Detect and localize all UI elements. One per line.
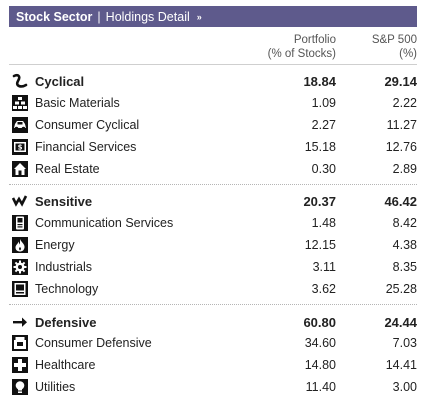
sector-row-technology: Technology 3.62 25.28 [12, 279, 417, 299]
sp500-header-line1: S&P 500 [371, 34, 417, 46]
consumer-defensive-icon [12, 335, 28, 351]
portfolio-column-header: Portfolio (% of Stocks) [246, 33, 336, 61]
tab-holdings-detail[interactable]: Holdings Detail [105, 9, 190, 24]
sector-label: Industrials [35, 260, 92, 274]
energy-icon [12, 237, 28, 253]
super-sector-label: Cyclical [35, 73, 85, 89]
utilities-icon [12, 379, 28, 395]
sp500-value: 4.38 [392, 238, 417, 252]
sp500-value: 14.41 [385, 358, 417, 372]
portfolio-header-line1: Portfolio [293, 34, 336, 46]
sp500-value: 2.22 [392, 96, 417, 110]
sector-label: Technology [35, 282, 99, 296]
sector-row-basic-materials: Basic Materials 1.09 2.22 [12, 93, 417, 113]
sector-row-healthcare: Healthcare 14.80 14.41 [12, 355, 417, 375]
portfolio-header-line2: (% of Stocks) [267, 48, 336, 60]
sp500-value: 46.42 [384, 193, 417, 209]
portfolio-value: 20.37 [303, 193, 336, 209]
sector-label: Consumer Cyclical [35, 118, 140, 132]
sector-label: Utilities [35, 380, 76, 394]
sector-row-real-estate: Real Estate 0.30 2.89 [12, 159, 417, 179]
sp500-header-line2: (%) [399, 48, 417, 60]
sector-label: Communication Services [35, 216, 174, 230]
sp500-value: 25.28 [385, 282, 417, 296]
portfolio-value: 3.11 [312, 260, 336, 274]
svg-text:$: $ [18, 144, 23, 152]
divider [9, 184, 417, 185]
portfolio-value: 60.80 [303, 314, 336, 330]
technology-icon [12, 281, 28, 297]
basic-materials-icon [12, 95, 28, 111]
consumer-cyclical-icon [12, 117, 28, 133]
portfolio-value: 15.18 [304, 140, 336, 154]
chevron-right-icon[interactable]: ›› [196, 11, 202, 22]
sector-row-financial-services: $ Financial Services 15.18 12.76 [12, 137, 417, 157]
sector-label: Consumer Defensive [35, 336, 152, 350]
sector-row-consumer-defensive: Consumer Defensive 34.60 7.03 [12, 333, 417, 353]
cyclical-icon [12, 73, 28, 89]
super-sector-sensitive: Sensitive 20.37 46.42 [12, 191, 417, 211]
portfolio-value: 1.09 [311, 96, 336, 110]
sp500-column-header: S&P 500 (%) [350, 33, 417, 61]
portfolio-value: 14.80 [304, 358, 336, 372]
sector-row-utilities: Utilities 11.40 3.00 [12, 377, 417, 397]
portfolio-value: 2.27 [311, 118, 336, 132]
sector-header-bar: Stock Sector | Holdings Detail ›› [9, 6, 417, 27]
sp500-value: 11.27 [386, 118, 417, 132]
super-sector-label: Defensive [35, 314, 97, 330]
divider [9, 304, 417, 305]
portfolio-value: 12.15 [304, 238, 336, 252]
sector-label: Energy [35, 238, 75, 252]
sector-row-energy: Energy 12.15 4.38 [12, 235, 417, 255]
super-sector-label: Sensitive [35, 193, 93, 209]
portfolio-value: 34.60 [304, 336, 336, 350]
communication-services-icon [12, 215, 28, 231]
sp500-value: 12.76 [385, 140, 417, 154]
sector-label: Basic Materials [35, 96, 120, 110]
portfolio-value: 11.40 [305, 380, 336, 394]
healthcare-icon [12, 357, 28, 373]
defensive-icon [12, 314, 28, 330]
sp500-value: 8.42 [392, 216, 417, 230]
divider [9, 64, 417, 65]
header-separator: | [97, 9, 101, 24]
industrials-icon [12, 259, 28, 275]
real-estate-icon [12, 161, 28, 177]
sector-row-consumer-cyclical: Consumer Cyclical 2.27 11.27 [12, 115, 417, 135]
portfolio-value: 18.84 [303, 73, 336, 89]
tab-stock-sector[interactable]: Stock Sector [16, 9, 93, 24]
sp500-value: 29.14 [384, 73, 417, 89]
financial-services-icon: $ [12, 139, 28, 155]
portfolio-value: 1.48 [311, 216, 336, 230]
sp500-value: 7.03 [392, 336, 417, 350]
sector-label: Healthcare [35, 358, 96, 372]
super-sector-defensive: Defensive 60.80 24.44 [12, 312, 417, 332]
super-sector-cyclical: Cyclical 18.84 29.14 [12, 71, 417, 91]
sp500-value: 24.44 [384, 314, 417, 330]
sector-row-communication-services: Communication Services 1.48 8.42 [12, 213, 417, 233]
sp500-value: 8.35 [392, 260, 417, 274]
sector-label: Financial Services [35, 140, 137, 154]
portfolio-value: 3.62 [311, 282, 336, 296]
sp500-value: 2.89 [392, 162, 417, 176]
sector-row-industrials: Industrials 3.11 8.35 [12, 257, 417, 277]
sensitive-icon [12, 193, 28, 209]
portfolio-value: 0.30 [311, 162, 336, 176]
sp500-value: 3.00 [392, 380, 417, 394]
sector-label: Real Estate [35, 162, 100, 176]
